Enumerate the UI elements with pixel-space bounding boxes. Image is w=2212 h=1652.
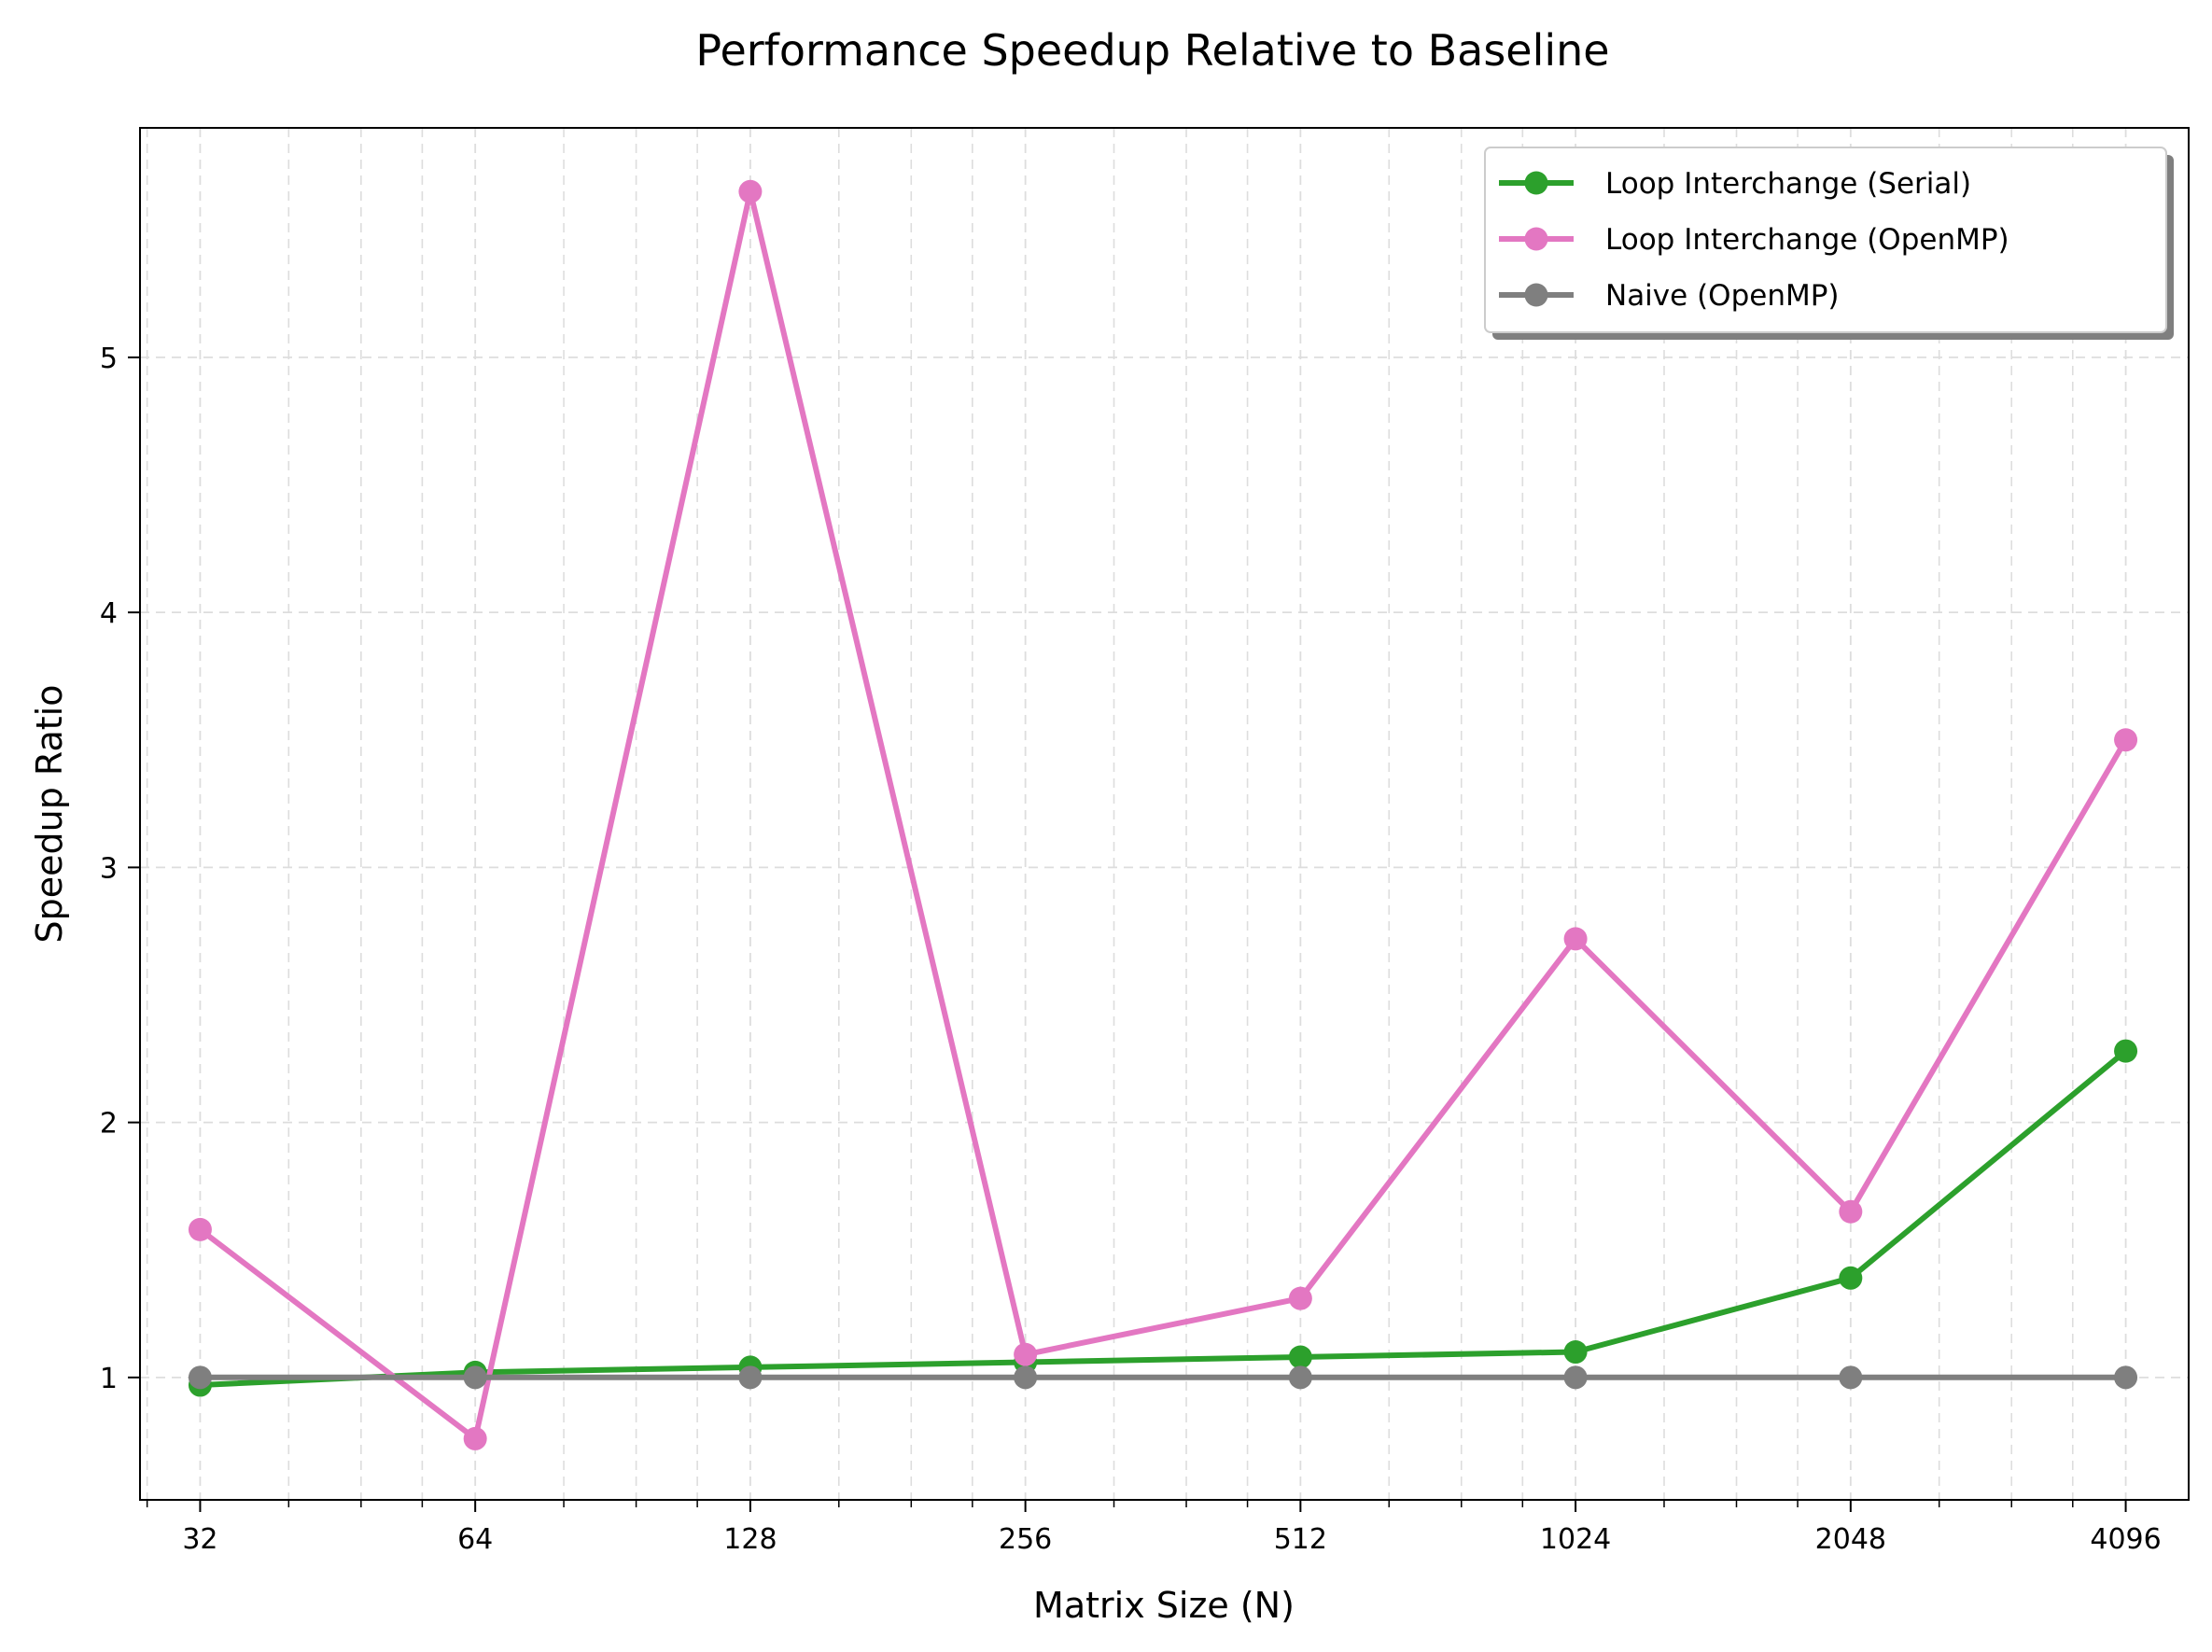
x-tick-label: 32: [182, 1523, 217, 1556]
y-tick-label: 3: [100, 852, 118, 885]
data-point: [1014, 1342, 1038, 1366]
legend-marker: [1524, 283, 1548, 307]
series-layer: [188, 179, 2138, 1450]
data-point: [463, 1365, 487, 1390]
series-2: [188, 179, 2138, 1450]
y-tick-label: 2: [100, 1108, 118, 1141]
data-point: [738, 179, 763, 203]
x-tick-label: 256: [999, 1523, 1052, 1556]
data-point: [188, 1365, 212, 1390]
series-line: [197, 1048, 2129, 1388]
data-point: [738, 1365, 763, 1390]
data-point: [1839, 1266, 1863, 1290]
data-point: [1288, 1365, 1312, 1390]
data-point: [1014, 1365, 1038, 1390]
data-point: [1288, 1286, 1312, 1310]
series-3: [188, 1365, 2138, 1390]
legend-box: [1484, 147, 2167, 333]
legend-entry: Loop Interchange (Serial): [1499, 167, 1971, 201]
data-point: [1563, 1365, 1588, 1390]
data-point: [2114, 728, 2138, 752]
legend-entry: Naive (OpenMP): [1499, 279, 1840, 313]
ticks: 32 64 128 256 512 1024 2048 4096 1 2 3 4 5: [100, 343, 2162, 1556]
data-point: [463, 1426, 487, 1450]
data-point: [1563, 927, 1588, 951]
x-tick-label: 512: [1274, 1523, 1327, 1556]
series-line: [197, 189, 2129, 1442]
y-tick-label: 5: [100, 343, 118, 375]
data-point: [188, 1217, 212, 1241]
x-tick-label: 4096: [2090, 1523, 2161, 1556]
x-tick-label: 64: [457, 1523, 493, 1556]
y-axis-title: Speedup Ratio: [29, 685, 70, 944]
x-axis-title: Matrix Size (N): [1033, 1585, 1295, 1626]
legend-marker: [1524, 171, 1548, 195]
data-point: [2114, 1039, 2138, 1063]
data-point: [1839, 1365, 1863, 1390]
data-point: [1288, 1345, 1312, 1369]
legend-label: Loop Interchange (Serial): [1605, 167, 1971, 201]
data-point: [1563, 1340, 1588, 1365]
x-tick-label: 2048: [1815, 1523, 1886, 1556]
y-tick-label: 4: [100, 597, 118, 630]
x-tick-label: 128: [723, 1523, 777, 1556]
legend-entry: Loop Interchange (OpenMP): [1499, 223, 2009, 257]
plot-frame: [139, 127, 2190, 1501]
legend-label: Naive (OpenMP): [1605, 279, 1840, 313]
legend-marker: [1524, 227, 1548, 251]
y-tick-label: 1: [100, 1363, 118, 1395]
data-point: [1839, 1199, 1863, 1224]
x-tick-label: 1024: [1540, 1523, 1611, 1556]
chart-title: Performance Speedup Relative to Baseline: [695, 25, 1609, 76]
legend-label: Loop Interchange (OpenMP): [1605, 223, 2009, 257]
legend-entries: Loop Interchange (Serial) Loop Interchang…: [1499, 167, 2009, 313]
data-point: [2114, 1365, 2138, 1390]
legend: Loop Interchange (Serial) Loop Interchang…: [1484, 147, 2174, 340]
